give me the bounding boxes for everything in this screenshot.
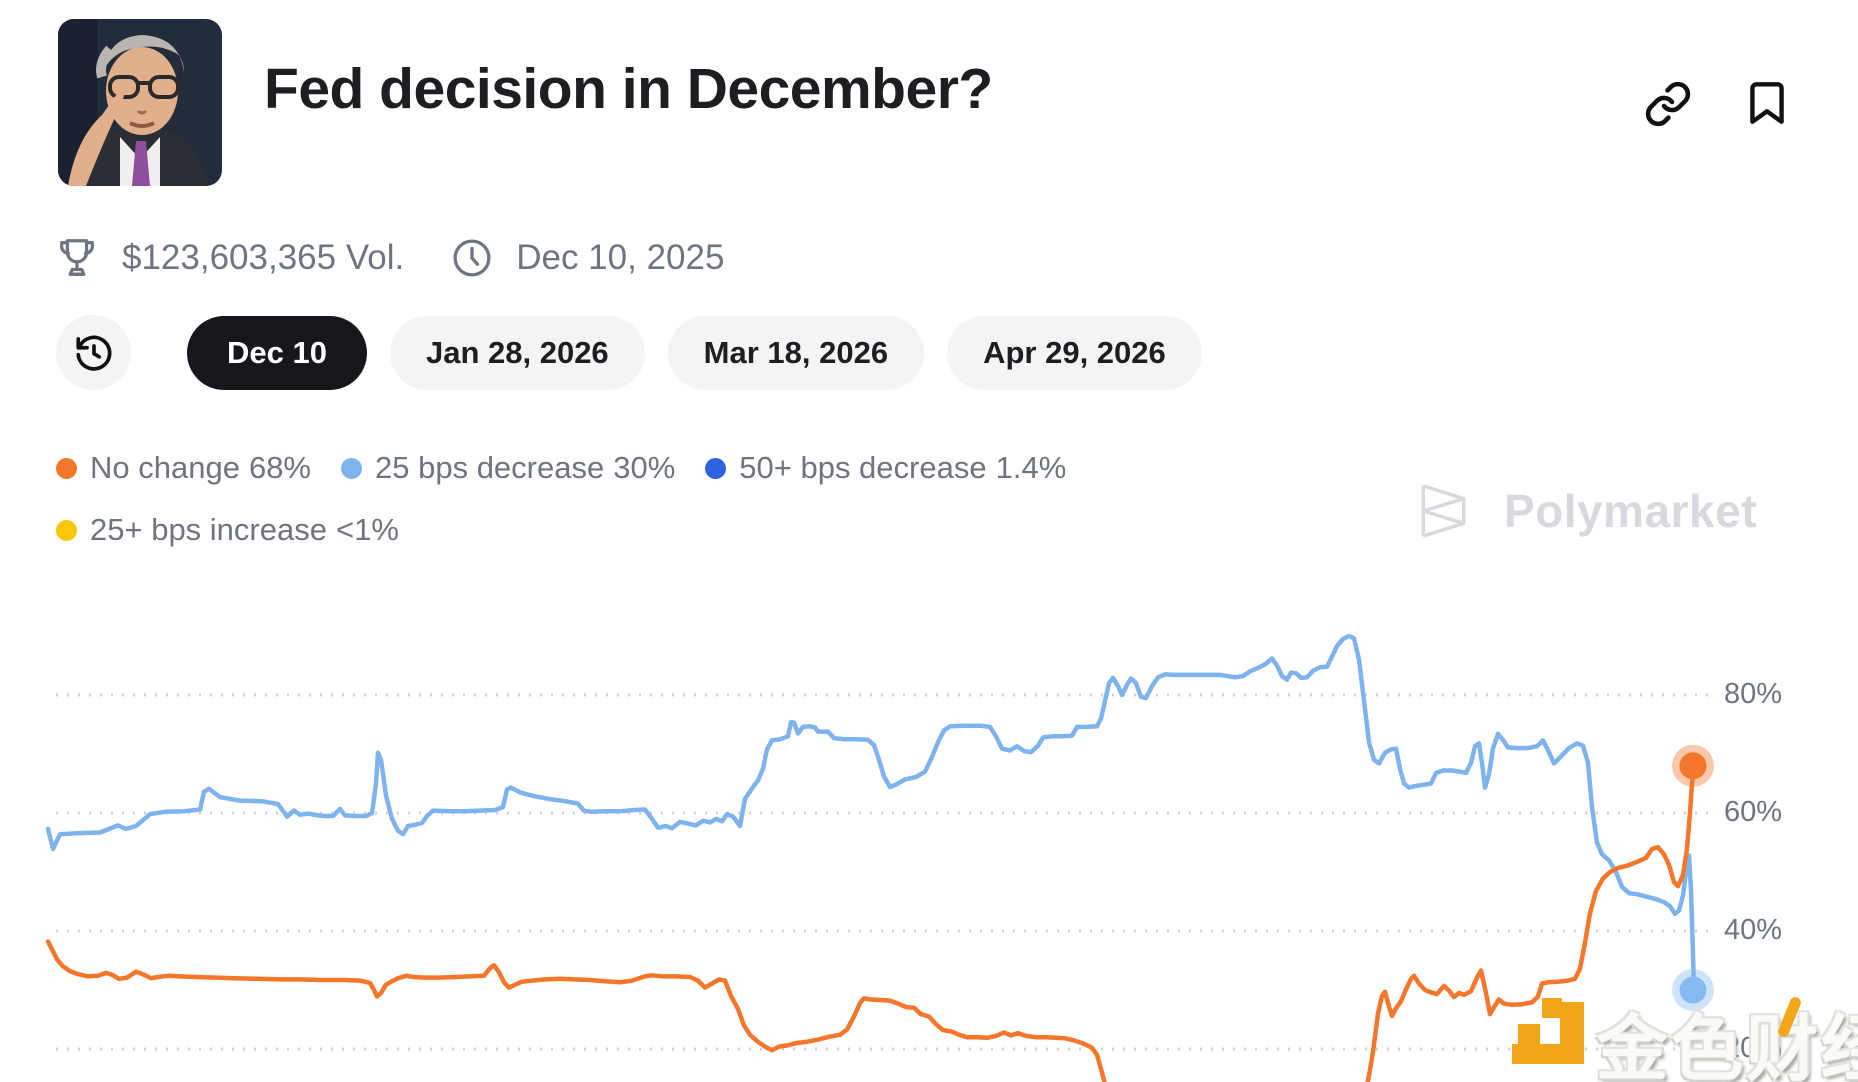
legend-label: 50+ bps decrease [739, 450, 987, 485]
legend-dot-no-change [56, 457, 77, 479]
legend-label: 25+ bps increase [90, 512, 327, 547]
y-axis-label: 20% [1724, 1032, 1783, 1064]
bookmark-icon[interactable] [1742, 77, 1792, 129]
clock-icon [450, 236, 494, 280]
legend-value: <1% [335, 512, 399, 547]
trophy-icon [54, 232, 100, 284]
legend-no-change[interactable]: No change 68% [56, 450, 311, 486]
copy-link-icon[interactable] [1644, 80, 1692, 128]
y-axis-label: 40% [1724, 914, 1783, 946]
page-title: Fed decision in December? [264, 57, 993, 121]
tab-jan-28-2026[interactable]: Jan 28, 2026 [389, 315, 645, 390]
legend-dot-25bps-decrease [341, 457, 362, 479]
jinse-logo-icon [1484, 988, 1858, 1080]
legend-50bps-decrease[interactable]: 50+ bps decrease 1.4% [705, 450, 1066, 486]
end-date: Dec 10, 2025 [516, 238, 725, 277]
market-avatar [58, 19, 222, 186]
y-axis-label: 80% [1724, 678, 1783, 710]
polymarket-logo-icon [1410, 478, 1476, 544]
history-button[interactable] [56, 315, 131, 390]
tab-dec-10[interactable]: Dec 10 [187, 315, 367, 390]
tab-mar-18-2026[interactable]: Mar 18, 2026 [667, 315, 925, 390]
history-icon [73, 332, 115, 374]
legend-value: 1.4% [995, 450, 1067, 485]
jinse-watermark: 金色财经 [1484, 988, 1858, 1082]
legend-dot-50bps-decrease [705, 457, 727, 479]
end-dot [1679, 752, 1707, 780]
volume-value: $123,603,365 Vol. [122, 238, 405, 277]
y-axis-label: 60% [1724, 796, 1783, 828]
tab-apr-29-2026[interactable]: Apr 29, 2026 [947, 315, 1202, 390]
market-stats: $123,603,365 Vol. Dec 10, 2025 [54, 232, 724, 284]
end-dot [1679, 976, 1707, 1004]
chart-legend-row-2: 25+ bps increase <1% [56, 512, 429, 548]
polymarket-watermark: Polymarket [1410, 478, 1757, 544]
probability-chart[interactable] [0, 560, 1858, 1082]
legend-label: 25 bps decrease [375, 450, 605, 485]
outcome-date-tabs: Dec 10 Jan 28, 2026 Mar 18, 2026 Apr 29,… [56, 315, 1225, 390]
series-line-25-bps-decrease [45, 633, 1697, 993]
legend-dot-25bps-increase [56, 519, 77, 541]
legend-25bps-increase[interactable]: 25+ bps increase <1% [56, 512, 399, 548]
legend-label: No change [90, 450, 240, 485]
legend-25bps-decrease[interactable]: 25 bps decrease 30% [341, 450, 675, 486]
jinse-wordmark: 金色财经 [1596, 1010, 1858, 1082]
series-line-no-change [45, 763, 1697, 1082]
legend-value: 68% [248, 450, 311, 485]
legend-value: 30% [613, 450, 676, 485]
polymarket-wordmark: Polymarket [1504, 485, 1758, 537]
chart-legend-row-1: No change 68% 25 bps decrease 30% 50+ bp… [56, 450, 1096, 486]
